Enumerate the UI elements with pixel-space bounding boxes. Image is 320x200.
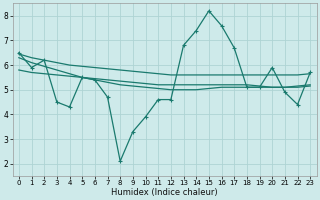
- X-axis label: Humidex (Indice chaleur): Humidex (Indice chaleur): [111, 188, 218, 197]
